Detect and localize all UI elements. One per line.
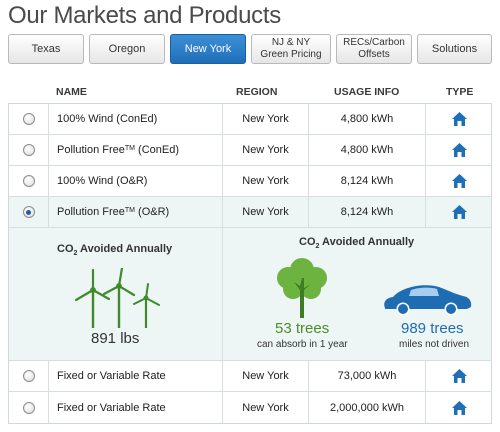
table-row[interactable]: Fixed or Variable Rate New York 73,000 k… — [9, 361, 491, 392]
product-usage: 8,124 kWh — [309, 197, 426, 227]
product-usage: 4,800 kWh — [309, 104, 426, 134]
page-title: Our Markets and Products — [8, 2, 281, 29]
co2-heading: CO2 Avoided Annually — [299, 236, 415, 251]
product-region: New York — [223, 361, 309, 391]
wind-turbines-icon — [74, 268, 160, 328]
house-icon — [451, 143, 467, 157]
table-row[interactable]: 100% Wind (ConEd) New York 4,800 kWh — [9, 104, 491, 135]
tab-solutions[interactable]: Solutions — [417, 34, 492, 64]
product-name: 100% Wind (O&R) — [57, 175, 148, 187]
table-row[interactable]: Fixed or Variable Rate New York 2,000,00… — [9, 392, 491, 423]
product-radio[interactable] — [22, 401, 35, 414]
product-radio[interactable] — [22, 113, 35, 125]
house-icon — [451, 174, 467, 188]
co2-lbs-section: CO2 Avoided Annually — [9, 228, 223, 360]
column-usage: USAGE INFO — [334, 86, 400, 98]
product-region: New York — [223, 166, 309, 196]
product-region: New York — [223, 104, 309, 134]
product-name-suffix: (O&R) — [134, 206, 170, 218]
product-region: New York — [223, 135, 309, 165]
product-name: 100% Wind (ConEd) — [57, 113, 158, 125]
product-usage: 4,800 kWh — [309, 135, 426, 165]
product-name-suffix: (ConEd) — [134, 144, 180, 156]
co2-detail-panel: CO2 Avoided Annually — [9, 228, 491, 361]
table-row[interactable]: 100% Wind (O&R) New York 8,124 kWh — [9, 166, 491, 197]
product-usage: 8,124 kWh — [309, 166, 426, 196]
product-usage: 2,000,000 kWh — [309, 392, 426, 423]
miles-caption: miles not driven — [399, 339, 470, 350]
product-name: Fixed or Variable Rate — [57, 401, 166, 414]
product-region: New York — [223, 197, 309, 227]
co2-heading: CO2 Avoided Annually — [57, 243, 173, 258]
product-name: Fixed or Variable Rate — [57, 370, 166, 382]
column-type: TYPE — [446, 86, 474, 98]
table-row-selected[interactable]: Pollution Free TM (O&R) New York 8,124 kW… — [9, 197, 491, 228]
tab-recs-carbon-offsets[interactable]: RECs/Carbon Offsets — [336, 34, 412, 64]
product-name: Pollution Free — [57, 206, 125, 218]
tab-nj-ny-green-pricing[interactable]: NJ & NY Green Pricing — [251, 34, 331, 64]
product-usage: 73,000 kWh — [309, 361, 426, 391]
co2-lbs-value: 891 lbs — [91, 330, 140, 347]
tree-icon — [277, 258, 327, 318]
product-radio[interactable] — [22, 144, 35, 156]
product-radio[interactable] — [22, 370, 35, 382]
tab-oregon[interactable]: Oregon — [89, 34, 165, 64]
product-radio[interactable] — [22, 175, 35, 187]
trees-caption: can absorb in 1 year — [257, 339, 348, 350]
product-name: Pollution Free — [57, 144, 125, 156]
table-header: NAME REGION USAGE INFO TYPE — [8, 86, 492, 100]
house-icon — [451, 400, 467, 415]
co2-equivalents-section: CO2 Avoided Annually 53 trees can absorb… — [223, 228, 492, 360]
column-region: REGION — [236, 86, 278, 98]
car-icon — [384, 285, 472, 316]
product-radio-checked[interactable] — [22, 206, 35, 218]
products-table: 100% Wind (ConEd) New York 4,800 kWh Pol… — [8, 103, 492, 424]
house-icon — [451, 112, 467, 126]
market-tabs: Texas Oregon New York NJ & NY Green Pric… — [8, 34, 492, 64]
miles-value: 989 trees — [401, 320, 464, 337]
tab-new-york[interactable]: New York — [170, 34, 246, 64]
column-name: NAME — [56, 86, 87, 98]
house-icon — [451, 205, 467, 219]
tab-texas[interactable]: Texas — [8, 34, 84, 64]
trademark-mark: TM — [124, 206, 135, 214]
product-region: New York — [223, 392, 309, 423]
house-icon — [451, 369, 467, 383]
table-row[interactable]: Pollution Free TM (ConEd) New York 4,800 … — [9, 135, 491, 166]
trademark-mark: TM — [124, 144, 135, 152]
trees-value: 53 trees — [275, 320, 330, 337]
